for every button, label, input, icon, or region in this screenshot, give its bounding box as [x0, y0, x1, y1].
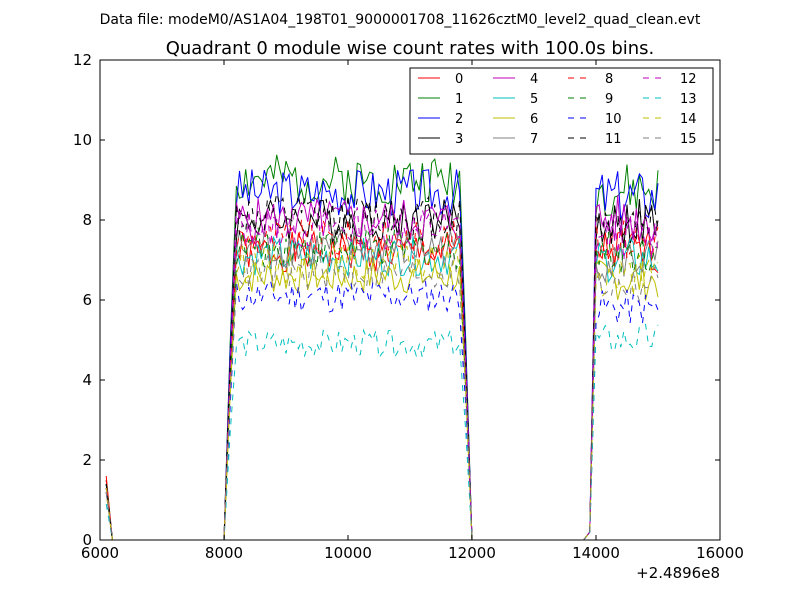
legend-label-11: 11 [605, 132, 622, 147]
x-offset-label: +2.4896e8 [636, 564, 720, 582]
y-tick-label: 4 [82, 371, 92, 389]
x-tick-label: 12000 [448, 544, 496, 562]
legend-label-4: 4 [530, 72, 538, 87]
y-tick-label: 6 [82, 291, 92, 309]
y-tick-label: 0 [82, 531, 92, 549]
series-layer [105, 154, 659, 541]
y-tick-label: 8 [82, 211, 92, 229]
chart-title: Quadrant 0 module wise count rates with … [166, 38, 655, 59]
legend-label-12: 12 [680, 72, 697, 87]
series-line-13 [105, 323, 659, 541]
series-line-1 [105, 154, 659, 541]
y-tick-label: 12 [73, 51, 92, 69]
series-line-0 [105, 229, 659, 541]
legend-label-8: 8 [605, 72, 613, 87]
series-line-15 [105, 252, 659, 541]
legend-label-1: 1 [455, 92, 463, 107]
legend-label-13: 13 [680, 92, 697, 107]
legend-label-14: 14 [680, 112, 697, 127]
series-line-10 [105, 279, 659, 541]
series-line-9 [105, 226, 659, 541]
legend-label-0: 0 [455, 72, 463, 87]
series-line-7 [105, 228, 659, 541]
x-tick-label: 16000 [696, 544, 744, 562]
legend-label-3: 3 [455, 132, 463, 147]
y-tick-label: 10 [73, 131, 92, 149]
legend-label-10: 10 [605, 112, 622, 127]
legend-label-5: 5 [530, 92, 538, 107]
series-line-14 [105, 243, 659, 541]
series-line-4 [105, 195, 659, 541]
x-tick-label: 10000 [324, 544, 372, 562]
legend-label-7: 7 [530, 132, 538, 147]
x-tick-label: 14000 [572, 544, 620, 562]
x-tick-label: 6000 [81, 544, 119, 562]
series-line-11 [105, 193, 659, 541]
legend-label-6: 6 [530, 112, 538, 127]
x-tick-label: 8000 [205, 544, 243, 562]
chart-suptitle: Data file: modeM0/AS1A04_198T01_90000017… [100, 12, 701, 28]
y-tick-label: 2 [82, 451, 92, 469]
series-line-8 [105, 217, 659, 541]
legend-label-9: 9 [605, 92, 613, 107]
legend-box [409, 67, 714, 155]
legend-label-15: 15 [680, 132, 697, 147]
series-line-12 [105, 207, 659, 541]
legend-label-2: 2 [455, 112, 463, 127]
series-line-6 [105, 257, 659, 541]
